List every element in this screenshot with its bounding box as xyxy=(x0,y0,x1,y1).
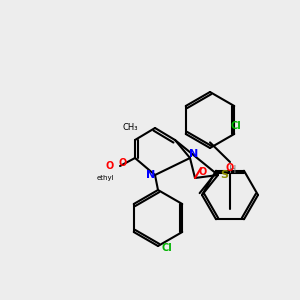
Text: Cl: Cl xyxy=(162,243,173,253)
Text: O: O xyxy=(226,163,234,173)
Text: S: S xyxy=(220,170,228,180)
Text: O: O xyxy=(199,167,207,177)
Text: N: N xyxy=(189,149,199,159)
Text: N: N xyxy=(146,170,156,180)
Text: H: H xyxy=(229,165,237,175)
Text: O: O xyxy=(106,161,114,171)
Text: CH₃: CH₃ xyxy=(122,124,138,133)
Text: ethyl: ethyl xyxy=(96,175,114,181)
Text: O: O xyxy=(119,158,127,168)
Text: Cl: Cl xyxy=(231,121,242,131)
